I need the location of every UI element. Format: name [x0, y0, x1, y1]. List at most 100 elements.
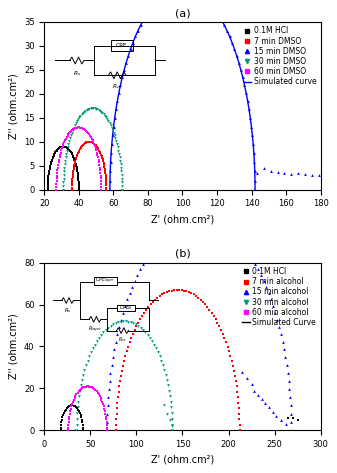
Point: [266, 289, 271, 297]
Point: [144, 11, 149, 19]
Point: [237, 415, 242, 423]
Point: [54, 186, 59, 193]
Point: [288, 410, 294, 418]
Point: [75, 151, 80, 158]
Point: [68, 149, 74, 156]
Point: [62, 157, 68, 165]
Point: [252, 186, 258, 193]
Point: [167, 416, 172, 424]
Point: [123, 59, 129, 66]
Point: [128, 45, 133, 53]
Point: [140, 312, 145, 319]
Point: [54, 172, 60, 179]
Point: [283, 420, 288, 428]
Point: [98, 331, 104, 339]
Point: [55, 146, 60, 154]
Point: [115, 330, 120, 338]
Point: [85, 128, 90, 136]
Point: [55, 169, 60, 177]
Point: [222, 334, 227, 342]
Point: [73, 154, 79, 162]
Point: [65, 424, 71, 431]
Point: [252, 167, 257, 175]
Point: [106, 385, 112, 393]
Point: [162, 366, 167, 374]
Point: [290, 414, 296, 421]
Point: [223, 339, 229, 346]
Point: [98, 175, 103, 182]
Point: [102, 165, 108, 173]
Point: [93, 105, 99, 113]
Point: [71, 124, 76, 131]
Point: [104, 421, 110, 429]
Point: [86, 129, 91, 137]
Point: [82, 140, 88, 147]
Point: [207, 0, 213, 7]
Point: [97, 107, 102, 114]
Point: [170, 415, 175, 422]
Point: [203, 300, 208, 308]
Point: [58, 427, 63, 434]
Point: [174, 286, 179, 294]
Point: [201, 0, 206, 1]
Point: [287, 394, 293, 401]
Point: [63, 135, 68, 142]
Point: [75, 115, 81, 123]
Point: [275, 168, 280, 175]
Point: [99, 154, 105, 162]
Point: [78, 112, 83, 120]
Y-axis label: Z'' (ohm.cm²): Z'' (ohm.cm²): [8, 73, 18, 139]
Point: [101, 111, 106, 118]
Point: [156, 238, 161, 246]
Point: [115, 97, 120, 105]
Point: [216, 222, 222, 229]
Point: [69, 184, 74, 191]
Point: [148, 300, 153, 308]
Point: [115, 144, 120, 151]
Point: [118, 164, 124, 172]
Point: [98, 394, 103, 402]
Point: [78, 382, 84, 389]
Point: [254, 169, 259, 177]
Point: [164, 410, 170, 417]
Point: [96, 156, 101, 164]
Point: [59, 419, 64, 426]
Point: [47, 164, 53, 171]
Point: [181, 287, 187, 294]
Point: [225, 343, 230, 350]
Point: [91, 139, 96, 146]
Point: [155, 294, 160, 302]
Point: [71, 167, 76, 175]
Point: [72, 159, 78, 167]
Point: [270, 408, 276, 415]
Point: [110, 131, 115, 139]
Point: [75, 169, 80, 176]
Point: [101, 161, 106, 168]
Point: [94, 337, 99, 345]
Point: [114, 404, 120, 412]
Point: [274, 412, 279, 420]
Point: [77, 146, 83, 153]
Point: [147, 334, 153, 342]
Point: [237, 238, 242, 246]
Point: [71, 125, 77, 132]
Point: [216, 11, 221, 19]
Point: [54, 177, 59, 185]
Point: [168, 403, 174, 411]
Point: [130, 330, 135, 338]
Point: [74, 427, 79, 434]
Point: [227, 228, 232, 236]
Point: [83, 126, 88, 134]
Point: [58, 424, 64, 431]
Point: [46, 169, 52, 176]
Point: [57, 144, 63, 151]
Point: [80, 124, 85, 132]
Point: [125, 343, 131, 350]
Point: [68, 128, 73, 136]
Point: [103, 179, 109, 187]
Point: [104, 418, 110, 426]
Point: [117, 383, 122, 390]
Point: [62, 137, 68, 144]
Point: [210, 3, 216, 11]
Point: [271, 302, 276, 309]
